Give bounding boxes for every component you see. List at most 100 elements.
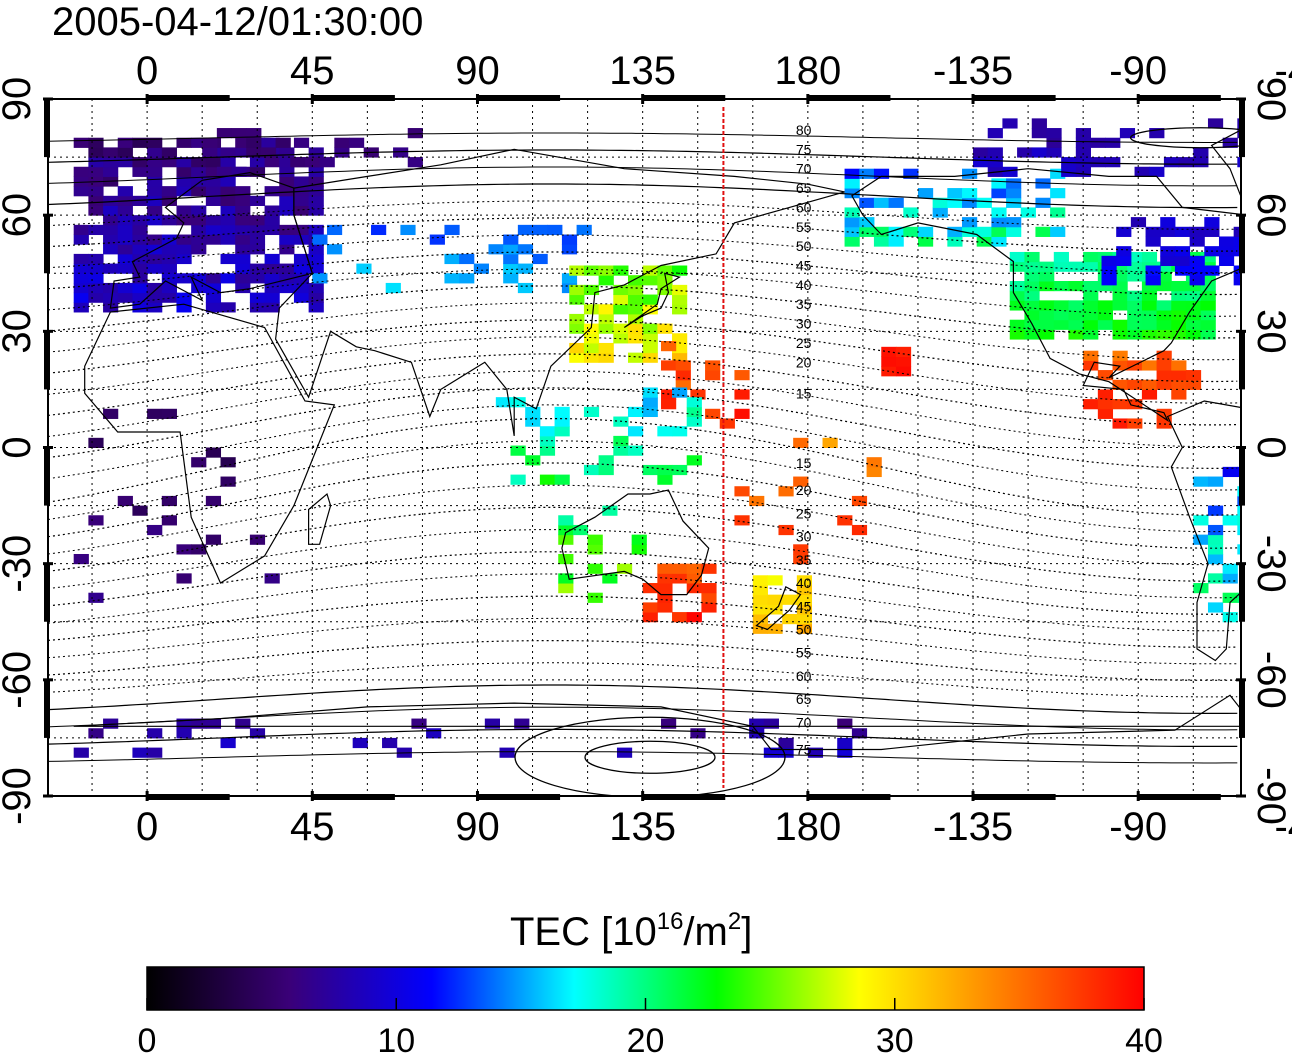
tec-cell [264, 186, 280, 197]
tec-cell [308, 205, 324, 216]
tec-cell [231, 166, 247, 177]
axis-bar-segment [477, 95, 561, 101]
tec-cell [932, 207, 948, 218]
tec-cell [117, 186, 133, 197]
tec-cell [554, 474, 570, 485]
tec-cell [264, 273, 280, 284]
tec-cell [1174, 265, 1191, 276]
mlat-contour [48, 251, 1238, 296]
tec-cell [1149, 166, 1165, 177]
tec-cell [132, 282, 148, 294]
tec-cell [602, 505, 618, 516]
tec-cell [1050, 226, 1066, 237]
tec-cell [132, 747, 148, 758]
tec-region-west-pacific-hot [661, 341, 750, 429]
tec-cell [1193, 515, 1209, 526]
tec-cell [796, 623, 813, 634]
tec-cell [1156, 370, 1172, 381]
tec-cell [484, 718, 501, 729]
tec-cell [627, 284, 644, 296]
tec-cell [657, 275, 673, 286]
tec-cell [161, 253, 177, 265]
tec-cell [308, 302, 324, 313]
tec-cell [1200, 251, 1216, 263]
tec-cell [991, 178, 1007, 189]
tec-cell [205, 195, 222, 206]
tec-cell [657, 573, 673, 584]
tec-cell [264, 224, 280, 236]
outline-asia [274, 148, 845, 436]
tec-cell [613, 294, 629, 305]
tec-cell [73, 282, 89, 294]
tec-cell [672, 426, 688, 437]
tec-cell [1141, 251, 1158, 263]
tec-cell [264, 253, 280, 265]
tec-cell [583, 304, 600, 315]
tec-cell [598, 323, 614, 334]
tec-cell [888, 236, 904, 247]
outline-africa [84, 303, 336, 584]
mlat-contour [48, 506, 1238, 582]
tec-cell [220, 224, 236, 236]
tec-cell [88, 195, 104, 206]
tec-cell [859, 226, 875, 237]
tec-cell [103, 244, 119, 255]
tec-cell [161, 292, 177, 303]
tec-cell [903, 168, 919, 179]
contour-label: 15 [796, 385, 812, 401]
tec-cell [444, 273, 460, 284]
tec-cell [1119, 128, 1136, 139]
tec-cell [672, 265, 688, 276]
tec-region-europe [73, 137, 324, 313]
tec-cell [293, 282, 310, 294]
tec-cell [88, 224, 104, 236]
tec-cell [888, 197, 904, 208]
tec-cell [161, 263, 177, 274]
tec-cell [844, 168, 860, 179]
tec-cell [866, 457, 882, 468]
mlat-contour [48, 132, 1238, 143]
tec-cell [279, 166, 295, 177]
tec-cell [161, 282, 177, 294]
tec-cell [822, 437, 838, 448]
tec-cell [873, 197, 890, 208]
tec-cell [1053, 319, 1069, 330]
tec-cell [844, 236, 860, 247]
tec-cell [532, 224, 548, 236]
tec-cell [503, 273, 519, 284]
tec-cell [1237, 157, 1241, 168]
tec-cell [1075, 147, 1091, 158]
tec-cell [1031, 128, 1047, 139]
tec-cell [308, 253, 324, 265]
lon-tick-label-bottom: 0 [136, 805, 158, 849]
tec-cell [1141, 290, 1158, 301]
tec-cell [1009, 319, 1025, 330]
tec-cell [205, 234, 222, 245]
lon-tick-label-bottom: 135 [609, 805, 676, 849]
tec-cell [661, 399, 677, 410]
tec-cell [1204, 217, 1220, 228]
tec-cell [1006, 188, 1022, 199]
tec-cell [249, 157, 266, 168]
tec-cell [205, 534, 222, 545]
tec-cell [103, 205, 119, 216]
mlat-contour [48, 640, 1238, 681]
tec-cell [1171, 360, 1187, 371]
tec-cell [1083, 360, 1099, 371]
contour-label: 35 [796, 552, 812, 568]
tec-cell [657, 265, 673, 276]
tec-cell [235, 244, 251, 255]
tec-cell [205, 718, 222, 729]
axis-bar-segment [1239, 99, 1245, 158]
tec-cell [1189, 255, 1205, 267]
tec-cell [991, 207, 1007, 218]
tec-cell [583, 352, 600, 363]
tec-cell [293, 137, 310, 148]
tec-cell [661, 360, 677, 371]
tec-cell [312, 273, 328, 284]
tec-cell [1200, 310, 1216, 321]
tec-cell [734, 389, 750, 400]
tec-cell [279, 147, 295, 158]
tec-cell [117, 205, 133, 216]
